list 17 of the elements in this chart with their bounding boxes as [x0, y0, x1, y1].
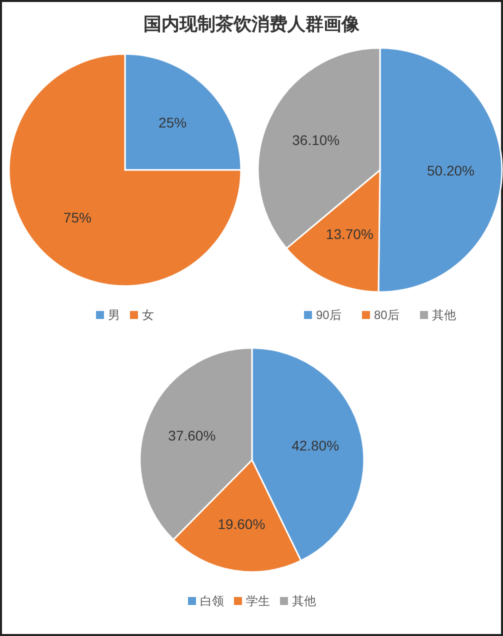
data-label: 36.10%	[292, 132, 340, 148]
legend-label: 其他	[432, 308, 456, 322]
data-label: 25%	[158, 114, 187, 130]
legend-label: 男	[108, 308, 120, 322]
data-label: 75%	[63, 210, 92, 226]
legend-label: 白领	[200, 594, 224, 608]
legend-label: 其他	[292, 594, 316, 608]
legend-label: 学生	[246, 594, 270, 608]
legend-label: 80后	[374, 308, 400, 322]
chart-title: 国内现制茶饮消费人群画像	[144, 14, 360, 34]
data-label: 42.80%	[292, 437, 340, 454]
legend-label: 女	[142, 308, 154, 322]
data-label: 37.60%	[168, 427, 216, 444]
legend-label: 90后	[316, 308, 342, 322]
data-label: 50.20%	[427, 162, 474, 178]
data-label: 13.70%	[326, 226, 374, 242]
data-label: 19.60%	[218, 516, 266, 532]
